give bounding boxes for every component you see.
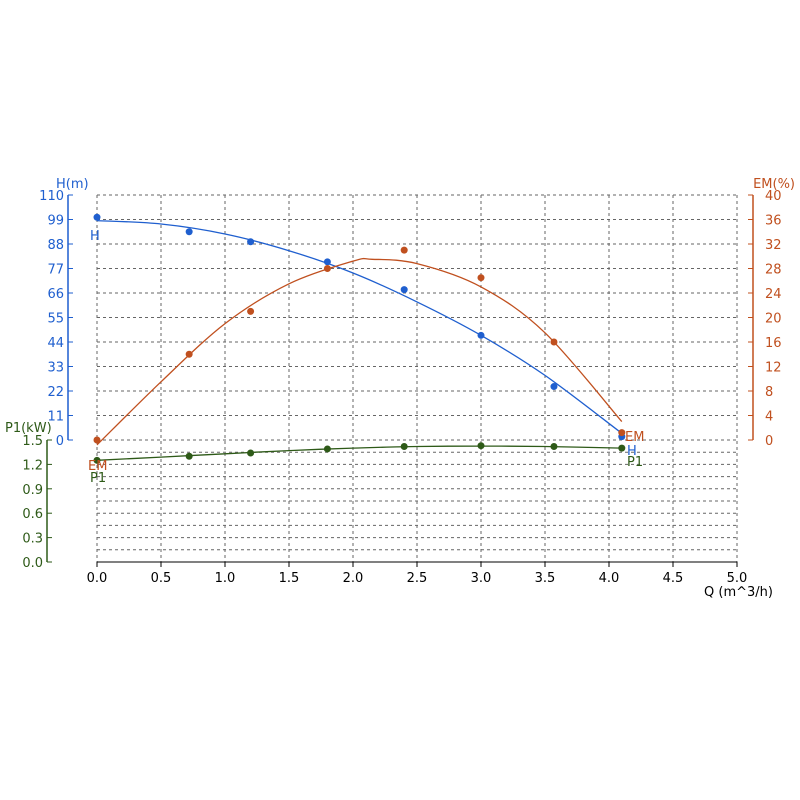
series-h-point [550, 383, 558, 391]
h-tick-label: 110 [39, 189, 64, 204]
em-tick-label: 0 [765, 434, 773, 449]
series-h-point [247, 238, 255, 246]
series-p1-point [477, 442, 485, 450]
x-tick-label: 1.5 [279, 571, 300, 586]
em-tick-label: 32 [765, 238, 782, 253]
p1-axis-title: P1(kW) [5, 421, 52, 436]
curve-label-h-end: H [627, 444, 637, 459]
h-tick-label: 88 [47, 238, 64, 253]
series-h-point [185, 228, 193, 236]
series-em-point [400, 246, 408, 254]
series-em-curve [96, 257, 623, 446]
em-axis-title: EM(%) [753, 177, 795, 192]
em-tick-label: 36 [765, 214, 782, 229]
series-p1-point [247, 449, 255, 457]
h-tick-label: 0 [56, 434, 64, 449]
series-h-point [93, 213, 101, 221]
x-tick-label: 0.0 [87, 571, 108, 586]
curve-label-em-end: EM [625, 430, 644, 445]
x-tick-label: 4.0 [599, 571, 620, 586]
x-tick-label: 3.5 [535, 571, 556, 586]
curve-label-em-start: EM [88, 459, 107, 474]
h-tick-label: 55 [47, 312, 64, 327]
series-h-point [477, 331, 485, 339]
h-tick-label: 22 [47, 385, 64, 400]
em-tick-label: 12 [765, 361, 782, 376]
x-tick-label: 2.5 [407, 571, 428, 586]
x-tick-label: 0.5 [151, 571, 172, 586]
em-tick-label: 16 [765, 336, 782, 351]
x-tick-label: 4.5 [663, 571, 684, 586]
series-em-point [323, 265, 331, 272]
p1-tick-label: 0.9 [22, 483, 43, 498]
series-p1-curve [96, 445, 622, 461]
series-p1-point [550, 443, 558, 451]
x-tick-label: 2.0 [343, 571, 364, 586]
h-tick-label: 44 [47, 336, 64, 351]
em-tick-label: 8 [765, 385, 773, 400]
h-tick-label: 99 [47, 214, 64, 229]
series-em-point [550, 338, 558, 346]
series-h-curve [96, 219, 623, 434]
x-tick-label: 5.0 [727, 571, 748, 586]
curve-label-h-start: H [90, 229, 100, 244]
em-tick-label: 24 [765, 287, 782, 302]
x-axis-title: Q (m^3/h) [704, 585, 773, 600]
curve-label-p1-end: P1 [627, 455, 643, 470]
series-em-point [618, 429, 626, 437]
x-tick-label: 3.0 [471, 571, 492, 586]
series-em-point [93, 436, 101, 444]
h-tick-label: 77 [47, 263, 64, 278]
series-p1-point [323, 445, 331, 453]
em-tick-label: 20 [765, 312, 782, 327]
series-p1-point [185, 452, 193, 460]
series-h-point [323, 258, 331, 266]
x-tick-label: 1.0 [215, 571, 236, 586]
em-tick-label: 40 [765, 189, 782, 204]
h-tick-label: 11 [47, 410, 64, 425]
p1-tick-label: 0.6 [22, 507, 43, 522]
p1-tick-label: 1.5 [22, 434, 43, 449]
h-tick-label: 33 [47, 361, 64, 376]
curve-label-p1-start: P1 [90, 471, 106, 486]
h-axis-title: H(m) [56, 177, 89, 192]
series-em-point [185, 350, 193, 358]
series-p1-point [400, 443, 408, 451]
h-tick-label: 66 [47, 287, 64, 302]
series-h-point [400, 286, 408, 294]
series-em-point [247, 307, 255, 315]
p1-tick-label: 0.3 [22, 532, 43, 547]
series-p1-point [93, 456, 101, 464]
series-p1-point [618, 444, 626, 452]
series-em-point [477, 274, 485, 282]
p1-tick-label: 0.0 [22, 556, 43, 571]
em-tick-label: 28 [765, 263, 782, 278]
em-tick-label: 4 [765, 410, 773, 425]
p1-tick-label: 1.2 [22, 458, 43, 473]
